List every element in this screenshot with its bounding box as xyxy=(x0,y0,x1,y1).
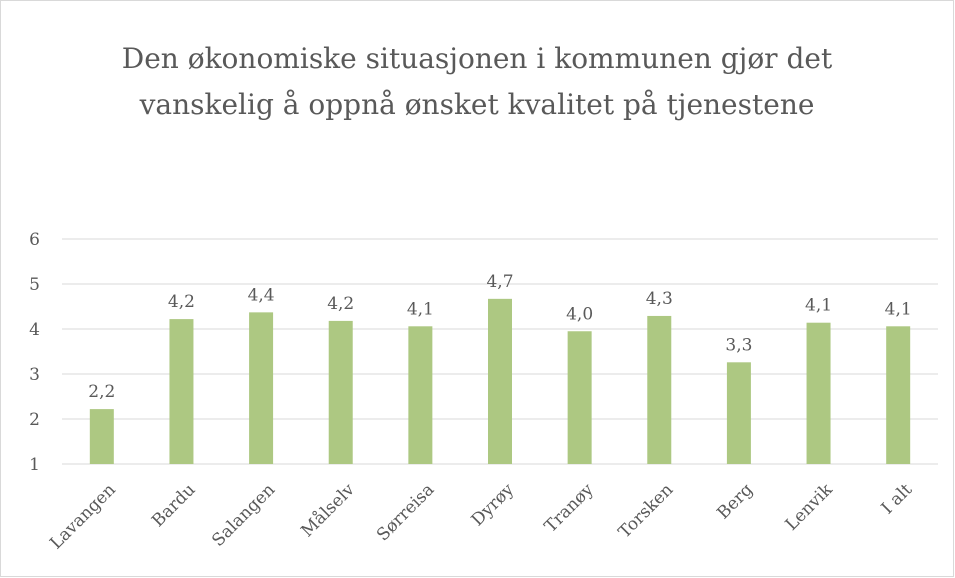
value-label: 3,3 xyxy=(725,335,752,355)
bar xyxy=(89,409,114,464)
y-tick-label: 3 xyxy=(29,365,40,385)
value-label: 4,3 xyxy=(646,289,673,309)
value-label: 4,4 xyxy=(248,285,275,305)
value-label: 4,1 xyxy=(885,299,912,319)
value-label: 2,2 xyxy=(88,382,115,402)
bar xyxy=(806,322,831,464)
bar xyxy=(249,312,274,464)
bar xyxy=(408,326,433,464)
bar xyxy=(567,331,592,464)
y-tick-label: 2 xyxy=(29,410,40,430)
value-label: 4,1 xyxy=(407,299,434,319)
bar xyxy=(647,315,672,464)
value-label: 4,2 xyxy=(168,292,195,312)
value-label: 4,1 xyxy=(805,296,832,316)
bar xyxy=(328,320,353,464)
bar xyxy=(169,319,194,464)
y-tick-label: 6 xyxy=(29,230,40,250)
value-label: 4,7 xyxy=(486,272,513,292)
bar xyxy=(726,362,751,464)
y-tick-label: 4 xyxy=(29,320,40,340)
bar xyxy=(886,326,911,464)
y-tick-label: 5 xyxy=(29,275,40,295)
chart-title: Den økonomiske situasjonen i kommunen gj… xyxy=(121,42,833,121)
y-tick-label: 1 xyxy=(29,455,40,475)
value-label: 4,2 xyxy=(327,294,354,314)
bar xyxy=(488,298,512,464)
value-label: 4,0 xyxy=(566,304,593,324)
